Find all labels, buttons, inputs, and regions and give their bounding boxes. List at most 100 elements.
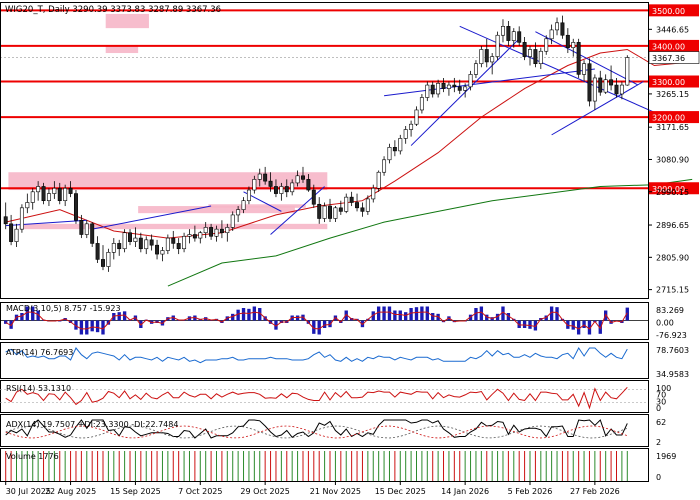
rsi-label: RSI(14) 53.1310 [6, 384, 71, 393]
candle-body-30 [165, 237, 170, 251]
macd-bar-93 [506, 313, 511, 321]
adx-axis-label-0: 62 [656, 418, 666, 427]
candle-body-1 [9, 223, 14, 242]
macd-label: MACD(3,10,5) 8.757 -15.923 [6, 304, 121, 313]
candle-body-81 [441, 82, 446, 89]
macd-bar-74 [404, 312, 408, 321]
candle-body-62 [338, 207, 343, 212]
candle-body-64 [349, 196, 354, 203]
candle-body-69 [376, 171, 381, 189]
candle-body-14 [79, 219, 84, 235]
macd-bar-89 [485, 314, 489, 321]
last-price-tag [648, 51, 700, 64]
macd-bar-46 [252, 306, 257, 321]
candle-body-50 [273, 186, 278, 194]
candle-body-7 [41, 186, 46, 202]
macd-bar-76 [414, 307, 419, 321]
macd-bar-5 [31, 306, 35, 321]
candle-body-46 [252, 179, 257, 191]
date-label-4: 29 Oct 2025 [240, 487, 289, 496]
price-tick-label-7: 2715.15 [656, 286, 689, 295]
date-label-7: 14 Jan 2026 [441, 487, 489, 496]
candle-body-70 [382, 159, 387, 173]
candle-body-87 [473, 63, 478, 75]
atr-axis-label-0: 78.7603 [656, 346, 689, 355]
trendline-7 [535, 31, 639, 86]
candle-body-15 [84, 223, 89, 235]
atr-axis-label-1: 34.9583 [656, 370, 689, 379]
macd-axis-label-0: 83.269 [656, 306, 684, 315]
macd-bar-17 [95, 320, 100, 333]
macd-bar-71 [387, 306, 392, 321]
candle-body-100 [544, 38, 549, 52]
candle-body-19 [106, 252, 111, 267]
trendline-1 [92, 205, 212, 230]
candle-body-89 [484, 49, 489, 63]
candle-body-72 [392, 147, 397, 152]
candle-body-59 [322, 205, 327, 219]
candle-body-78 [425, 84, 430, 98]
adx-line [5, 419, 628, 439]
price-tick-label-3: 3080.90 [656, 155, 689, 164]
candle-body-86 [468, 74, 473, 88]
trendline-5 [384, 68, 595, 97]
macd-bar-42 [231, 313, 235, 321]
date-label-3: 7 Oct 2025 [178, 487, 222, 496]
macd-bar-58 [317, 320, 321, 335]
candle-body-53 [290, 182, 295, 193]
date-label-5: 21 Nov 2025 [310, 487, 361, 496]
candle-body-67 [365, 198, 370, 212]
candle-body-42 [230, 214, 235, 228]
candle-body-51 [279, 186, 284, 194]
candle-body-101 [549, 29, 554, 40]
candle-body-23 [128, 232, 132, 242]
macd-axis-label-2: -76.923 [656, 331, 687, 340]
candle-body-55 [301, 175, 305, 180]
candle-body-49 [268, 180, 273, 187]
macd-axis-label-1: 0.00 [656, 319, 674, 328]
macd-bar-14 [79, 320, 84, 335]
macd-bar-97 [528, 320, 532, 329]
candle-body-47 [257, 173, 262, 180]
macd-bar-75 [409, 308, 413, 321]
candle-body-110 [598, 77, 603, 93]
atr-line [5, 347, 628, 364]
indicator-panels: 83.2690.00-76.92378.760334.9583100703006… [0, 302, 689, 482]
price-zone-3 [19, 223, 328, 230]
candle-body-102 [555, 22, 560, 31]
candle-body-21 [117, 243, 122, 250]
candle-body-96 [522, 42, 527, 57]
candle-body-82 [446, 84, 451, 89]
candle-body-57 [311, 189, 316, 205]
candle-body-37 [203, 227, 208, 234]
candle-body-106 [576, 42, 581, 75]
candle-body-10 [57, 187, 62, 202]
price-tick-label-2: 3171.65 [656, 123, 689, 132]
candle-body-109 [592, 77, 597, 102]
candle-body-74 [403, 129, 408, 139]
level-tag-3 [649, 111, 699, 124]
macd-signal-line [5, 311, 628, 330]
atr-panel-frame [0, 342, 649, 379]
volume-axis-label-0: 1969 [656, 452, 676, 461]
level-tag-0 [649, 4, 699, 17]
candle-body-3 [19, 207, 24, 230]
candle-body-71 [387, 147, 392, 161]
date-label-6: 15 Dec 2025 [375, 487, 426, 496]
candle-body-22 [122, 232, 127, 250]
level-label-4: 3000.00 [652, 185, 685, 194]
chart-title: WIG20_T, Daily 3290.39 3373.83 3287.89 3… [5, 5, 221, 15]
candle-body-75 [409, 123, 414, 130]
candle-body-79 [430, 84, 435, 95]
candle-body-2 [14, 228, 19, 242]
candle-body-114 [619, 84, 624, 95]
candle-body-32 [176, 243, 181, 250]
candle-body-83 [452, 84, 457, 88]
candle-body-36 [198, 232, 203, 239]
candle-body-8 [46, 193, 51, 202]
candle-body-29 [160, 250, 165, 255]
rsi-axis-label-2: 30 [656, 397, 666, 406]
candle-body-77 [419, 97, 424, 111]
candle-body-40 [219, 228, 224, 234]
